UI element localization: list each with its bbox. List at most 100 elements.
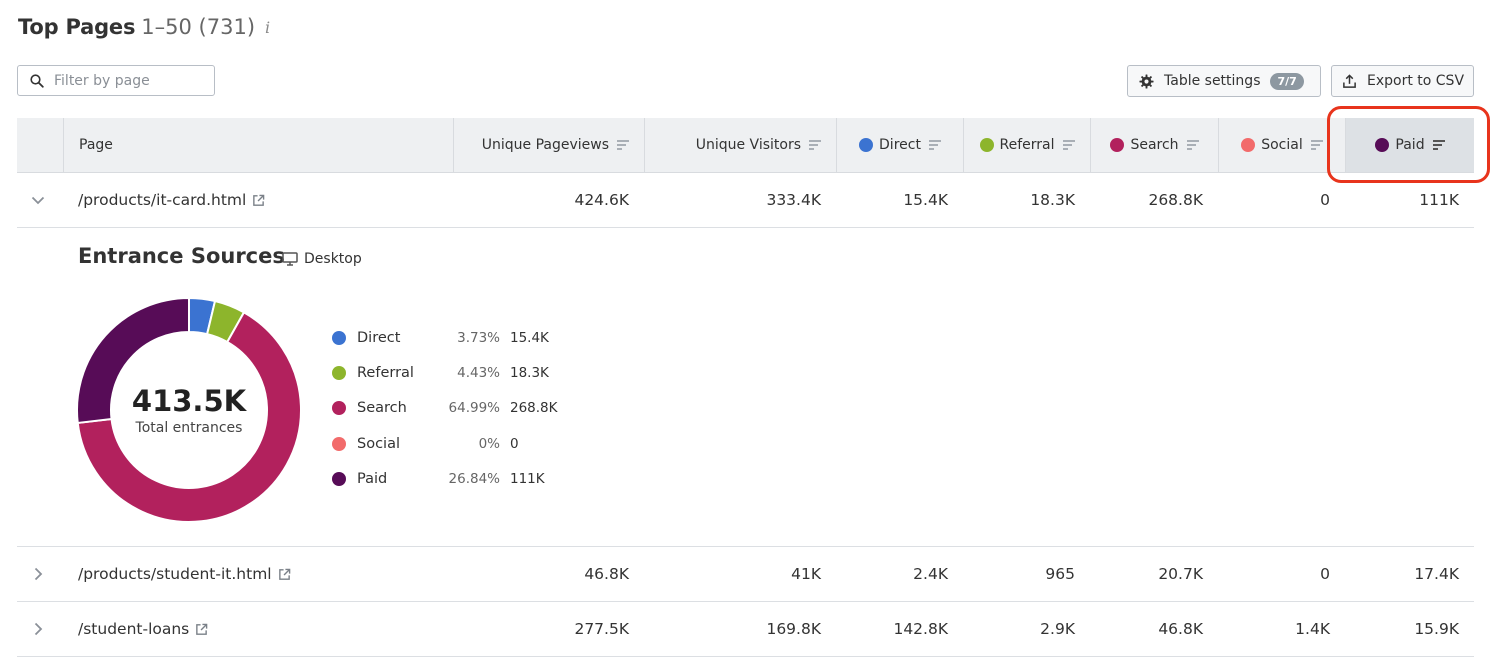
social-dot-icon [1241, 138, 1256, 152]
columns-count-badge: 7/7 [1270, 72, 1304, 90]
total-entrances-label: Total entrances [135, 420, 243, 436]
sort-icon[interactable] [928, 139, 941, 151]
direct-dot-icon [332, 331, 346, 345]
table-settings-label: Table settings [1164, 73, 1261, 89]
column-header-label: Page [79, 137, 113, 153]
donut-slice-paid[interactable] [76, 297, 190, 425]
search-cell: 46.8K [1158, 620, 1203, 638]
page-title: Top Pages [18, 15, 136, 39]
table-settings-button[interactable]: Table settings 7/7 [1127, 65, 1321, 97]
table-header: Page Unique Pageviews Unique Visitors Di… [17, 118, 1474, 173]
external-link-icon[interactable] [278, 568, 291, 581]
legend-label: Paid [357, 471, 388, 487]
unique-pageviews-cell: 46.8K [584, 565, 629, 583]
column-header-label: Search [1130, 137, 1179, 153]
page-url[interactable]: /products/it-card.html [78, 191, 247, 209]
unique-pageviews-cell: 424.6K [574, 191, 629, 209]
export-csv-button[interactable]: Export to CSV [1331, 65, 1474, 97]
external-link-icon[interactable] [195, 623, 208, 636]
search-icon [30, 73, 44, 88]
unique-visitors-cell: 333.4K [766, 191, 821, 209]
column-header-label: Paid [1395, 137, 1425, 153]
page-link[interactable]: /student-loans [78, 602, 208, 656]
unique-pageviews-cell: 277.5K [574, 620, 629, 638]
chevron-right-icon[interactable] [30, 621, 46, 637]
legend-percent: 3.73% [457, 330, 500, 346]
filter-box[interactable] [17, 65, 215, 96]
column-header-unique-pageviews[interactable]: Unique Pageviews [453, 118, 644, 172]
column-header-label: Unique Pageviews [481, 137, 609, 153]
legend-percent: 4.43% [457, 365, 500, 381]
search-cell: 20.7K [1158, 565, 1203, 583]
page-header: Top Pages 1–50 (731) i [18, 10, 270, 44]
info-icon[interactable]: i [265, 17, 271, 37]
legend-item-paid[interactable]: Paid 26.84% 111K [332, 469, 545, 489]
donut-center: 413.5K Total entrances [76, 297, 302, 523]
legend-value: 18.3K [510, 365, 549, 381]
total-entrances-value: 413.5K [131, 384, 247, 418]
page-link[interactable]: /products/student-it.html [78, 547, 291, 601]
direct-cell: 2.4K [913, 565, 948, 583]
referral-cell: 965 [1045, 565, 1075, 583]
legend-item-direct[interactable]: Direct 3.73% 15.4K [332, 328, 549, 348]
legend-label: Search [357, 400, 407, 416]
page-link[interactable]: /products/it-card.html [78, 173, 265, 227]
legend-item-social[interactable]: Social 0% 0 [332, 434, 519, 454]
table-row[interactable]: /products/it-card.html 424.6K 333.4K 15.… [17, 173, 1474, 228]
sort-icon[interactable] [1310, 139, 1323, 151]
chevron-right-icon[interactable] [30, 566, 46, 582]
legend-label: Social [357, 436, 400, 452]
column-header-label: Unique Visitors [695, 137, 801, 153]
column-header-paid[interactable]: Paid [1345, 118, 1474, 172]
direct-cell: 15.4K [903, 191, 948, 209]
unique-visitors-cell: 169.8K [766, 620, 821, 638]
paid-cell: 111K [1419, 191, 1459, 209]
device-indicator: Desktop [282, 251, 362, 267]
chevron-down-icon[interactable] [30, 192, 46, 208]
table-row[interactable]: /products/student-it.html 46.8K 41K 2.4K… [17, 547, 1474, 602]
column-header-referral[interactable]: Referral [963, 118, 1090, 172]
referral-cell: 2.9K [1040, 620, 1075, 638]
search-dot-icon [332, 401, 346, 415]
legend-value: 111K [510, 471, 545, 487]
legend-item-referral[interactable]: Referral 4.43% 18.3K [332, 363, 549, 383]
legend-label: Direct [357, 330, 401, 346]
column-header-label: Social [1261, 137, 1303, 153]
sort-icon[interactable] [809, 139, 821, 151]
column-header-search[interactable]: Search [1090, 118, 1218, 172]
sort-icon[interactable] [1432, 139, 1445, 151]
paid-dot-icon [332, 472, 346, 486]
page-url[interactable]: /student-loans [78, 620, 190, 638]
legend-item-search[interactable]: Search 64.99% 268.8K [332, 398, 558, 418]
donut-slice-search[interactable] [76, 311, 302, 523]
direct-dot-icon [859, 138, 874, 152]
export-csv-label: Export to CSV [1367, 73, 1465, 89]
social-cell: 0 [1320, 565, 1330, 583]
referral-cell: 18.3K [1030, 191, 1075, 209]
unique-visitors-cell: 41K [791, 565, 821, 583]
sort-icon[interactable] [617, 139, 629, 151]
filter-input[interactable] [52, 71, 206, 90]
legend-percent: 26.84% [448, 471, 500, 487]
column-header-unique-visitors[interactable]: Unique Visitors [644, 118, 836, 172]
legend-label: Referral [357, 365, 414, 381]
legend-percent: 0% [478, 436, 500, 452]
column-header-direct[interactable]: Direct [836, 118, 963, 172]
page-range: 1–50 (731) [141, 15, 256, 39]
device-label: Desktop [304, 251, 362, 267]
legend-percent: 64.99% [448, 400, 500, 416]
table-row[interactable]: /student-loans 277.5K 169.8K 142.8K 2.9K… [17, 602, 1474, 657]
sort-icon[interactable] [1186, 139, 1199, 151]
social-cell: 0 [1320, 191, 1330, 209]
sort-icon[interactable] [1062, 139, 1075, 151]
social-cell: 1.4K [1295, 620, 1330, 638]
external-link-icon[interactable] [252, 194, 265, 207]
search-dot-icon [1110, 138, 1125, 152]
referral-dot-icon [332, 366, 346, 380]
social-dot-icon [332, 437, 346, 451]
entrance-sources-title: Entrance Sources [78, 244, 285, 268]
page-url[interactable]: /products/student-it.html [78, 565, 272, 583]
column-header-social[interactable]: Social [1218, 118, 1345, 172]
paid-cell: 15.9K [1414, 620, 1459, 638]
column-header-page[interactable]: Page [63, 118, 453, 172]
